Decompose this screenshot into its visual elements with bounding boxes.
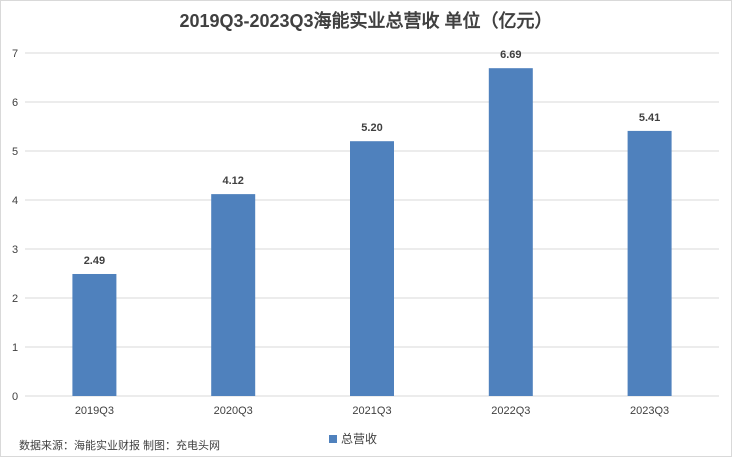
- data-label: 2.49: [84, 255, 105, 267]
- legend-label: 总营收: [341, 432, 378, 446]
- legend: 总营收: [329, 430, 377, 447]
- bar: [350, 141, 394, 396]
- x-tick-label: 2019Q3: [75, 405, 114, 417]
- x-tick-label: 2022Q3: [491, 405, 530, 417]
- y-tick-label: 5: [12, 146, 18, 158]
- y-tick-label: 7: [12, 48, 18, 60]
- y-tick-label: 1: [12, 342, 18, 354]
- bar: [627, 130, 672, 396]
- bar: [211, 194, 256, 396]
- x-tick-label: 2020Q3: [214, 405, 253, 417]
- y-tick-label: 6: [12, 97, 18, 109]
- y-tick-label: 0: [12, 391, 18, 403]
- data-label: 4.12: [222, 175, 243, 187]
- x-tick-label: 2023Q3: [630, 405, 669, 417]
- chart-title: 2019Q3-2023Q3海能实业总营收 单位（亿元）: [179, 11, 553, 31]
- y-tick-label: 2: [12, 293, 18, 305]
- source-note: 数据来源：海能实业财报 制图：充电头网: [19, 440, 221, 452]
- x-tick-label: 2021Q3: [352, 405, 391, 417]
- data-label: 5.41: [639, 112, 660, 124]
- data-label: 5.20: [361, 122, 382, 134]
- y-tick-label: 3: [12, 244, 18, 256]
- bar: [488, 68, 533, 396]
- bar: [72, 273, 117, 396]
- data-label: 6.69: [500, 49, 521, 61]
- y-tick-label: 4: [12, 195, 18, 207]
- legend-swatch: [329, 434, 337, 443]
